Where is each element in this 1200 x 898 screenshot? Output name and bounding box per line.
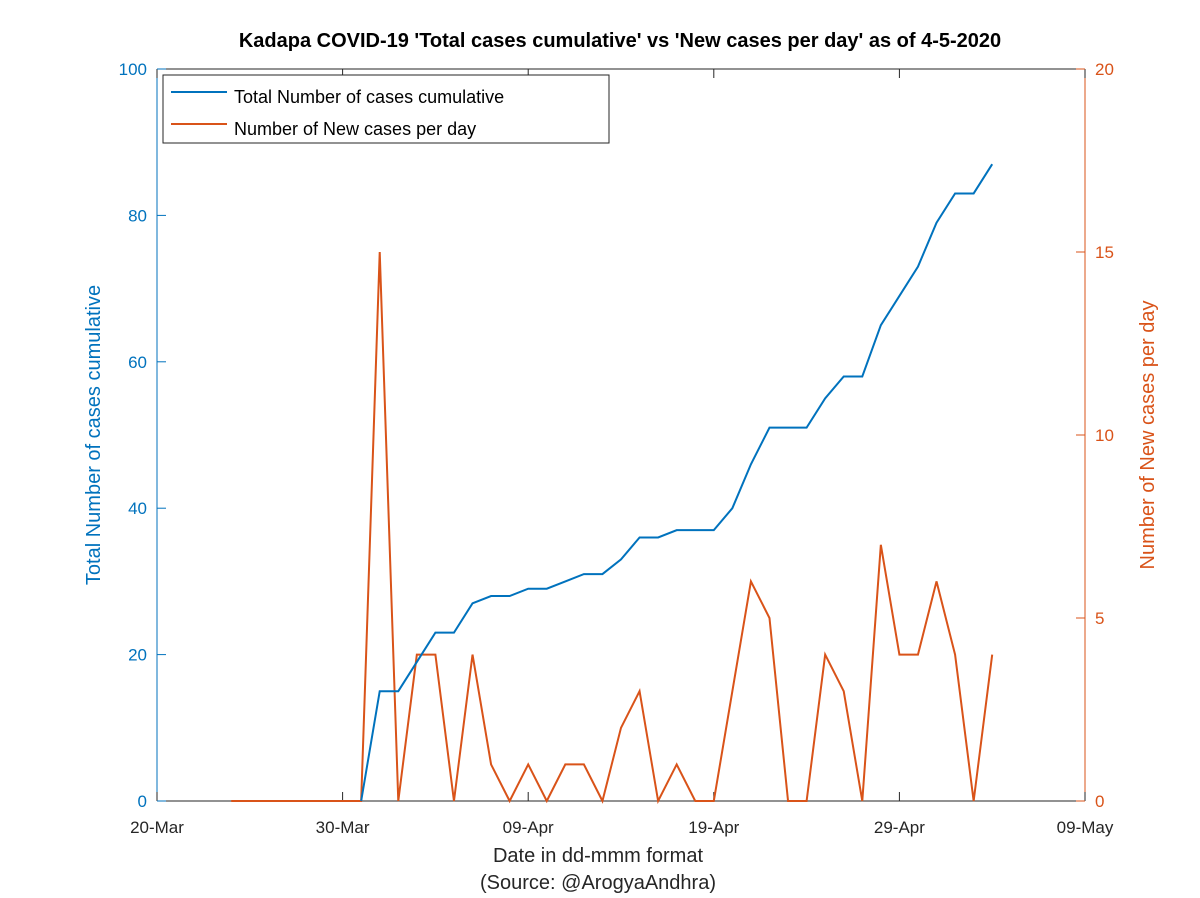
x-tick-label: 30-Mar [316, 818, 370, 837]
y-left-tick-label: 20 [128, 646, 147, 665]
y-left-tick-label: 80 [128, 206, 147, 225]
x-tick-label: 20-Mar [130, 818, 184, 837]
legend-label-new: Number of New cases per day [234, 119, 476, 139]
plot-area [157, 69, 1085, 801]
x-tick-label: 09-May [1057, 818, 1114, 837]
x-tick-label: 19-Apr [688, 818, 739, 837]
y-left-tick-label: 60 [128, 353, 147, 372]
y-axis-right-label: Number of New cases per day [1137, 300, 1159, 569]
x-tick-label: 09-Apr [503, 818, 554, 837]
legend-label-total: Total Number of cases cumulative [234, 87, 504, 107]
series-line-new-cases [231, 251, 994, 805]
series-line-total-cases [360, 163, 994, 802]
x-tick-label: 29-Apr [874, 818, 925, 837]
y-right-tick-label: 20 [1095, 60, 1114, 79]
y-ticks-left: 0 20 40 60 80 100 [119, 60, 166, 811]
y-ticks-right: 0 5 10 15 20 [1076, 60, 1114, 811]
x-axis-source-label: (Source: @ArogyaAndhra) [480, 872, 716, 894]
y-left-tick-label: 100 [119, 60, 147, 79]
y-right-tick-label: 0 [1095, 792, 1104, 811]
legend-box [162, 74, 610, 144]
legend: Total Number of cases cumulative Number … [162, 74, 610, 144]
y-right-tick-label: 5 [1095, 609, 1104, 628]
x-axis-label: Date in dd-mmm format [493, 845, 703, 867]
y-left-tick-label: 0 [138, 792, 147, 811]
y-right-tick-label: 10 [1095, 426, 1114, 445]
x-ticks: 20-Mar 30-Mar 09-Apr 19-Apr 29-Apr 09-May [130, 69, 1114, 837]
chart-title: Kadapa COVID-19 'Total cases cumulative'… [239, 30, 1001, 52]
y-left-tick-label: 40 [128, 499, 147, 518]
y-right-tick-label: 15 [1095, 243, 1114, 262]
y-axis-left-label: Total Number of cases cumulative [83, 285, 105, 585]
